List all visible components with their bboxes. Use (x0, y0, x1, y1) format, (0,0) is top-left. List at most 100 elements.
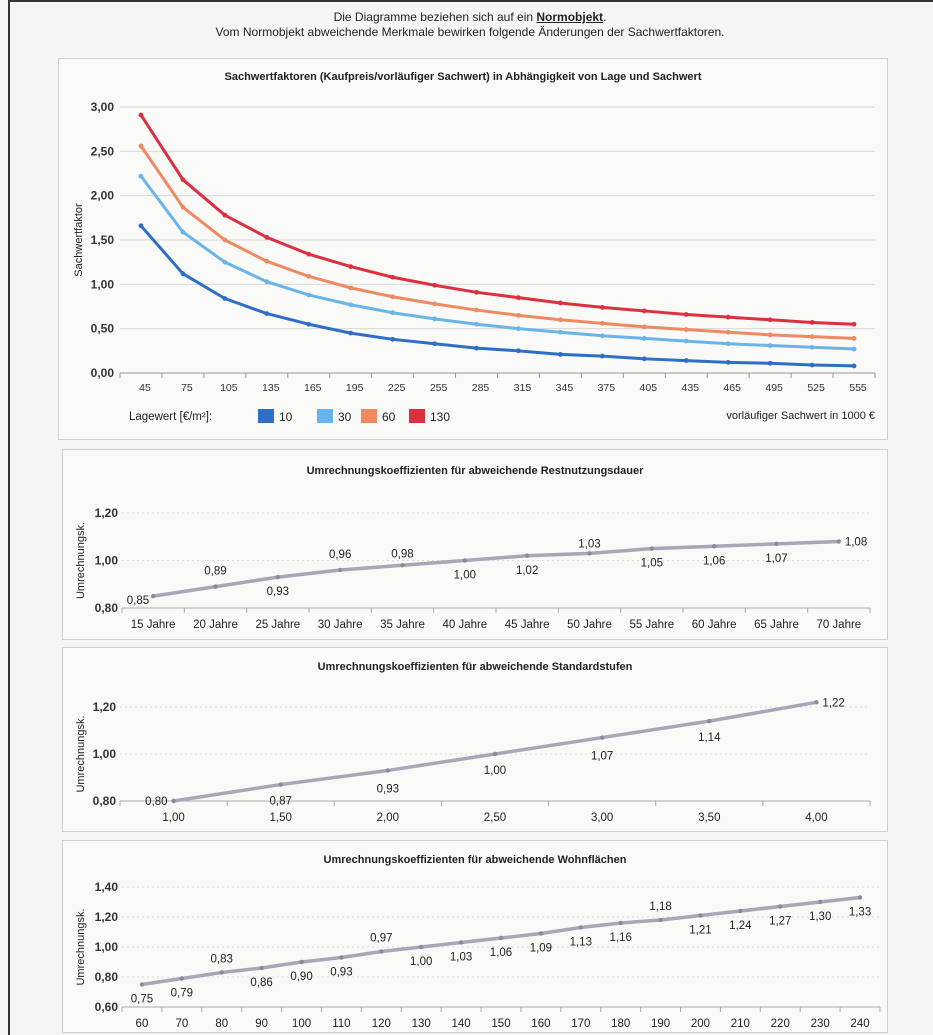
chart1-point-60 (264, 258, 270, 264)
chart2-data-label: 1,08 (845, 537, 867, 549)
chart1-point-10 (138, 223, 144, 229)
chart2-x-tick-label: 55 Jahre (629, 619, 674, 631)
chart2-point (649, 546, 655, 551)
chart4-point (538, 931, 544, 936)
chart1-point-10 (809, 362, 815, 368)
chart1-series-line-30 (139, 175, 855, 351)
chart2-x-tick-label: 30 Jahre (318, 619, 363, 631)
chart4-x-tick-label: 210 (731, 1018, 750, 1030)
chart1-point-30 (180, 229, 186, 235)
chart2-point (524, 553, 530, 558)
chart4-x-tick-label: 160 (531, 1018, 550, 1030)
chart4-point (817, 899, 823, 905)
chart4-data-label: 0,86 (250, 977, 272, 989)
chart1-point-10 (641, 356, 647, 362)
chart1-point-60 (599, 320, 605, 326)
header-line-2: Vom Normobjekt abweichende Merkmale bewi… (215, 25, 725, 39)
chart1-legend-swatch-30 (317, 409, 333, 423)
chart2-data-label: 0,85 (127, 595, 149, 607)
chart1-point-130 (641, 308, 647, 314)
header-line-1-prefix: Die Diagramme beziehen sich auf ein (333, 10, 537, 24)
chart4-point (698, 913, 703, 918)
chart1-x-tick-label: 165 (304, 382, 322, 394)
chart4-point (738, 908, 743, 914)
chart4-x-tick-label: 180 (611, 1018, 630, 1030)
chart3-point (385, 768, 391, 773)
chart3-y-tick-label: 1,20 (93, 700, 117, 714)
chart2-x-tick-label: 60 Jahre (692, 619, 737, 631)
chart2-y-tick-label: 1,20 (95, 506, 119, 520)
chart4-data-label: 1,24 (729, 920, 752, 932)
chart4-data-label: 1,13 (570, 937, 592, 949)
chart2-x-tick-label: 65 Jahre (754, 619, 799, 631)
chart4-point (219, 970, 224, 975)
chart1-point-30 (516, 326, 521, 332)
chart1-x-axis-label: vorläufiger Sachwert in 1000 € (726, 410, 875, 422)
chart2-x-tick-label: 40 Jahre (442, 619, 487, 631)
chart4-data-label: 1,16 (609, 932, 631, 944)
chart2-point (337, 567, 343, 573)
chart1-x-tick-label: 345 (556, 382, 574, 394)
chart4-y-tick-label: 1,20 (95, 910, 119, 924)
chart1-point-10 (516, 348, 521, 354)
chart1-point-30 (138, 173, 144, 179)
chart4-point (419, 944, 424, 950)
chart1-legend-label-10: 10 (279, 410, 293, 424)
chart1-point-30 (474, 321, 479, 327)
chart2-point (774, 541, 779, 547)
chart1-y-tick-label: 1,50 (91, 233, 115, 247)
chart1-legend-label-130: 130 (430, 410, 450, 424)
chart1-point-60 (390, 294, 396, 300)
chart3-point (171, 798, 176, 804)
chart2-data-label: 1,07 (765, 553, 787, 565)
chart4-point (339, 955, 344, 960)
chart1-title: Sachwertfaktoren (Kaufpreis/vorläufiger … (225, 71, 702, 83)
chart1-point-130 (222, 212, 228, 218)
chart1-point-130 (306, 251, 312, 257)
chart1-x-tick-label: 225 (388, 382, 406, 394)
chart3-data-label: 1,22 (822, 697, 844, 709)
chart1-point-130 (474, 289, 479, 295)
chart2-point (587, 551, 592, 556)
chart2-x-tick-label: 50 Jahre (567, 619, 612, 631)
chart2-data-label: 1,05 (641, 558, 663, 570)
chart1-point-30 (683, 338, 689, 344)
chart3-point (707, 718, 712, 724)
chart2-point (400, 563, 405, 568)
chart1-point-30 (851, 346, 857, 352)
chart1-point-130 (264, 234, 270, 240)
chart4-x-tick-label: 110 (332, 1018, 350, 1030)
chart3-x-tick-label: 1,50 (270, 812, 292, 824)
chart1-point-60 (558, 317, 563, 323)
chart1-point-130 (725, 314, 731, 320)
chart1-point-30 (809, 344, 815, 350)
chart1-point-60 (432, 301, 437, 307)
chart3-series-line (173, 700, 817, 803)
chart1-point-130 (683, 312, 689, 317)
chart1-point-130 (558, 300, 563, 306)
chart4-y-tick-label: 1,00 (95, 940, 119, 954)
chart1-point-130 (348, 264, 354, 269)
chart1-legend-prefix: Lagewert [€/m²]: (129, 411, 212, 423)
header-line-1: Die Diagramme beziehen sich auf ein Norm… (60, 10, 880, 25)
chart4-data-label: 1,09 (530, 943, 552, 955)
chart1-point-130 (767, 317, 773, 323)
chart2-y-tick-label: 0,80 (95, 601, 119, 615)
chart1-x-tick-label: 555 (849, 382, 867, 394)
chart4-x-tick-label: 140 (452, 1018, 471, 1030)
chart4-data-label: 1,03 (450, 952, 472, 964)
chart4-x-tick-label: 60 (136, 1018, 149, 1030)
chart4-data-label: 1,30 (809, 911, 831, 923)
chart1-point-10 (683, 358, 689, 363)
chart1-y-tick-label: 2,00 (91, 189, 115, 203)
chart4-point (259, 965, 264, 971)
chart4-y-tick-label: 1,40 (95, 880, 119, 894)
chart2-x-tick-label: 25 Jahre (255, 619, 300, 631)
chart1-point-10 (767, 360, 773, 366)
chart4-data-label: 1,06 (490, 947, 512, 959)
chart1-x-tick-label: 525 (807, 382, 825, 394)
chart1-point-60 (767, 332, 773, 338)
chart1-y-tick-label: 0,00 (91, 366, 115, 380)
chart4-data-label: 1,21 (689, 925, 711, 937)
chart1-point-60 (474, 307, 479, 313)
